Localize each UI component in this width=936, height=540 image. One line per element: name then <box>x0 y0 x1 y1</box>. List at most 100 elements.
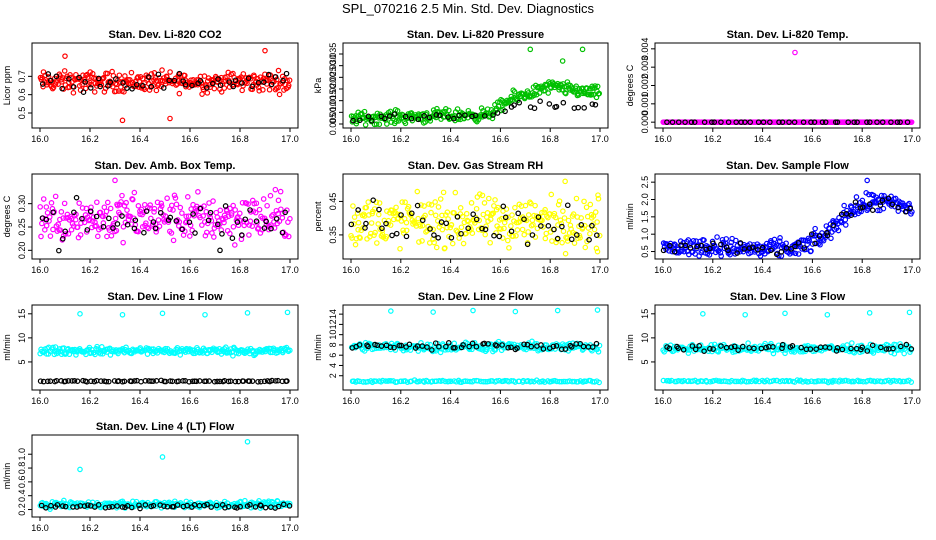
data-point <box>161 503 167 509</box>
data-point <box>277 188 284 195</box>
data-point <box>431 239 437 246</box>
data-point <box>849 340 855 346</box>
data-point <box>357 117 363 124</box>
data-point <box>701 119 708 125</box>
data-point <box>565 217 572 224</box>
data-point <box>135 228 141 235</box>
data-point <box>593 340 600 347</box>
data-point <box>59 503 66 509</box>
data-point <box>476 217 483 224</box>
data-point <box>219 231 225 237</box>
x-tick-label: 17.0 <box>281 134 299 144</box>
data-point <box>390 210 396 217</box>
data-point <box>142 378 149 384</box>
data-point <box>117 79 123 85</box>
data-point <box>76 200 82 206</box>
data-point <box>93 213 100 220</box>
data-point <box>131 225 138 232</box>
data-point <box>499 342 505 348</box>
data-point <box>148 71 155 77</box>
data-point <box>591 226 598 233</box>
data-point <box>266 86 273 93</box>
data-point <box>48 77 54 84</box>
data-point <box>808 248 814 254</box>
data-point <box>398 212 404 218</box>
outlier-point <box>742 311 748 318</box>
data-point <box>70 90 77 96</box>
data-point <box>253 218 260 224</box>
y-tick-label: 15 <box>17 309 27 319</box>
data-point <box>807 346 814 352</box>
data-point <box>532 202 538 209</box>
data-point <box>774 377 780 384</box>
data-point <box>107 79 114 85</box>
data-point <box>230 202 236 209</box>
data-point <box>426 114 433 121</box>
y-axis-label: ml/min <box>625 334 635 361</box>
data-point <box>553 343 560 349</box>
data-point <box>265 71 272 78</box>
data-point <box>355 207 361 213</box>
data-point <box>539 217 545 224</box>
data-point <box>770 350 777 357</box>
data-point <box>811 119 818 125</box>
data-point <box>81 219 88 226</box>
data-point <box>159 77 166 84</box>
data-point <box>286 77 293 84</box>
y-tick-label: 8 <box>328 342 338 347</box>
data-point <box>53 73 60 80</box>
data-point <box>439 226 446 233</box>
data-point <box>773 251 780 258</box>
data-point <box>176 70 183 77</box>
data-point <box>214 378 221 385</box>
data-point <box>866 201 873 207</box>
data-point <box>538 223 544 229</box>
data-point <box>173 218 180 224</box>
data-point <box>451 210 457 216</box>
data-point <box>842 216 849 223</box>
data-point <box>151 205 158 212</box>
y-tick-label: 1.5 <box>640 211 650 224</box>
data-point <box>166 77 173 84</box>
data-point <box>131 189 138 196</box>
data-point <box>560 228 567 235</box>
data-point <box>787 378 793 384</box>
x-tick-label: 16.0 <box>31 523 49 533</box>
x-tick-label: 16.0 <box>654 396 672 406</box>
data-point <box>45 71 52 77</box>
data-point <box>908 346 915 352</box>
data-point <box>229 235 236 242</box>
data-point <box>170 207 176 213</box>
data-point <box>581 222 588 229</box>
data-point <box>812 225 818 232</box>
data-point <box>524 241 531 248</box>
data-point <box>148 378 154 385</box>
data-point <box>261 225 268 231</box>
data-point <box>824 232 831 239</box>
data-point <box>508 341 515 347</box>
data-point <box>393 204 399 211</box>
data-point <box>226 79 233 85</box>
data-point <box>350 203 356 209</box>
data-point <box>397 245 403 252</box>
data-point <box>562 346 569 352</box>
data-point <box>737 240 744 246</box>
data-point <box>554 235 561 242</box>
x-tick-label: 16.0 <box>342 396 360 406</box>
chart-pressure: Stan. Dev. Li-820 Pressure kPa 16.0 16.2 16.… <box>313 29 609 144</box>
data-point <box>548 191 555 198</box>
data-point <box>237 218 244 224</box>
x-tick-label: 16.6 <box>492 396 510 406</box>
data-point <box>707 245 713 252</box>
outlier-point <box>594 248 601 255</box>
data-point <box>140 83 146 89</box>
data-point <box>528 378 535 385</box>
data-point <box>701 348 707 354</box>
data-point <box>560 99 567 106</box>
data-point <box>750 244 756 250</box>
data-point <box>447 224 454 231</box>
data-point <box>384 121 390 127</box>
outlier-point <box>159 310 166 317</box>
data-point <box>521 231 528 238</box>
data-point <box>363 220 369 227</box>
